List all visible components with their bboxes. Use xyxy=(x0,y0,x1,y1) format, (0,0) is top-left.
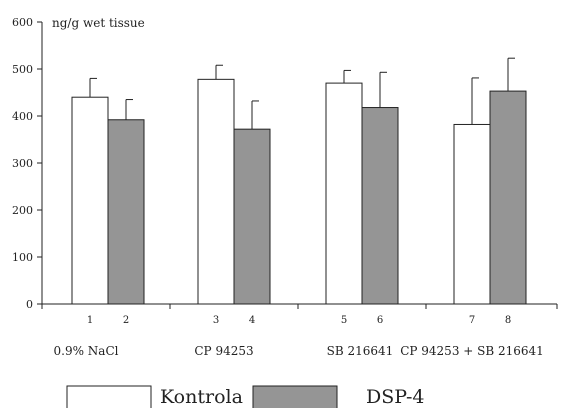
legend: Kontrola DSP-4 xyxy=(66,385,425,408)
x-labels: 1 2 0.9% NaCl 3 4 CP 94253 5 6 SB 216641 7 8 CP 942… xyxy=(41,304,558,358)
bar-dsp4 xyxy=(361,107,399,305)
y-ticks: 0 100 200 300 400 500 600 xyxy=(12,16,42,311)
bar-number-label: 6 xyxy=(377,315,383,326)
bar-dsp4 xyxy=(489,90,527,305)
y-tick-label: 100 xyxy=(12,251,33,264)
legend-label: Kontrola xyxy=(160,386,243,408)
bar-kontrola xyxy=(197,78,235,305)
bars xyxy=(71,57,527,305)
bar-number-label: 5 xyxy=(341,315,347,326)
y-tick-label: 400 xyxy=(12,110,33,123)
legend-swatch-dsp4 xyxy=(252,385,338,408)
y-tick-label: 600 xyxy=(12,16,33,29)
bar-dsp4 xyxy=(233,128,271,305)
bar-dsp4 xyxy=(107,119,145,305)
legend-swatch-kontrola xyxy=(66,385,152,408)
bar-kontrola xyxy=(453,123,491,305)
bar-number-label: 8 xyxy=(505,315,511,326)
bar-number-label: 4 xyxy=(249,315,255,326)
category-label: 0.9% NaCl xyxy=(54,344,119,358)
y-axis-unit-label: ng/g wet tissue xyxy=(52,16,145,30)
category-label: CP 94253 xyxy=(194,344,253,358)
bar-number-label: 3 xyxy=(213,315,219,326)
bar-kontrola xyxy=(71,96,109,305)
y-tick-label: 200 xyxy=(12,204,33,217)
bar-kontrola xyxy=(325,82,363,305)
category-label: SB 216641 xyxy=(327,344,394,358)
bar-number-label: 1 xyxy=(87,315,93,326)
bar-number-label: 2 xyxy=(123,315,129,326)
category-label: CP 94253 + SB 216641 xyxy=(400,344,544,358)
y-tick-label: 300 xyxy=(12,157,33,170)
y-tick-label: 500 xyxy=(12,63,33,76)
legend-label: DSP-4 xyxy=(366,386,425,408)
bar-number-label: 7 xyxy=(469,315,475,326)
y-tick-label: 0 xyxy=(26,298,33,311)
